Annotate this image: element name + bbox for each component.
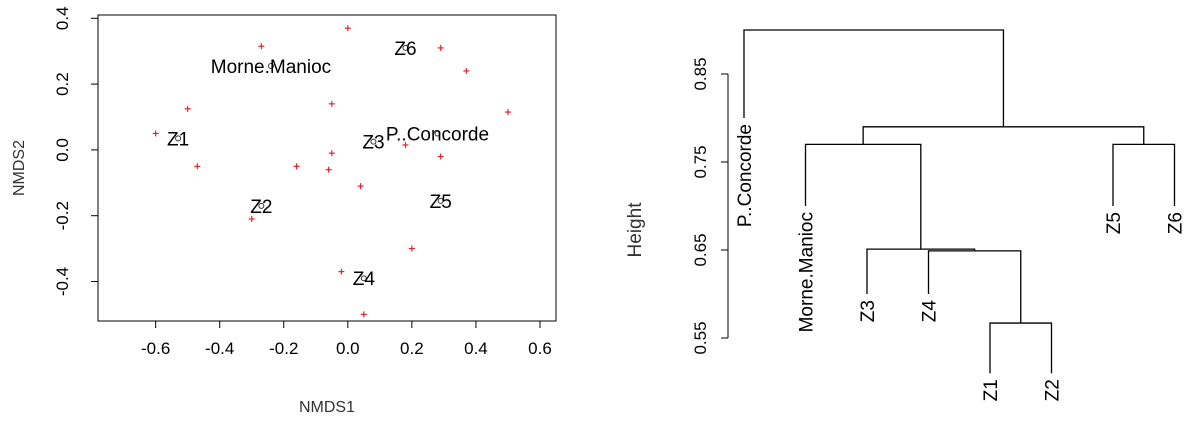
site-label: Z5 bbox=[430, 192, 452, 213]
species-point bbox=[505, 109, 511, 115]
species-point bbox=[329, 101, 335, 107]
species-point bbox=[438, 153, 444, 159]
dendrogram-leaf-label: Z1 bbox=[981, 379, 1002, 401]
dendrogram-branch bbox=[863, 127, 1144, 145]
dendrogram-y-tick-label: 0.65 bbox=[691, 233, 710, 266]
nmds-x-tick-label: 0.6 bbox=[528, 339, 552, 358]
species-point bbox=[294, 163, 300, 169]
species-points bbox=[153, 25, 511, 317]
species-point bbox=[338, 269, 344, 275]
dendrogram-leaf-label: Z2 bbox=[1043, 379, 1064, 401]
dendrogram-branch bbox=[806, 144, 921, 249]
dendrogram-branch bbox=[744, 30, 1003, 127]
dendrogram-branch bbox=[990, 323, 1052, 373]
dendrogram-leaf-label: Morne.Manioc bbox=[797, 212, 818, 332]
species-point bbox=[463, 68, 469, 74]
species-point bbox=[438, 45, 444, 51]
species-point bbox=[361, 311, 367, 317]
nmds-x-tick-label: -0.6 bbox=[141, 339, 170, 358]
nmds-x-tick-label: 0.2 bbox=[400, 339, 424, 358]
cluster-dendrogram: 0.55 0.65 0.75 0.85 P..Concorde Morne.Manioc… bbox=[625, 30, 1184, 401]
site-label: Z1 bbox=[167, 129, 189, 150]
dendrogram-leaf-label: Z5 bbox=[1104, 212, 1125, 234]
nmds-x-tick-label: 0.0 bbox=[336, 339, 360, 358]
dendrogram-leaf-label: P..Concorde bbox=[735, 124, 756, 227]
nmds-x-tick-label: 0.4 bbox=[464, 339, 488, 358]
species-point bbox=[194, 163, 200, 169]
species-point bbox=[345, 25, 351, 31]
species-point bbox=[153, 130, 159, 136]
dendrogram-y-axis: 0.55 0.65 0.75 0.85 bbox=[691, 57, 728, 354]
dendrogram-y-tick-label: 0.55 bbox=[691, 321, 710, 354]
site-label: Morne.Manioc bbox=[211, 57, 331, 78]
species-point bbox=[329, 150, 335, 156]
nmds-y-tick-label: 0.2 bbox=[53, 72, 72, 96]
dendrogram-y-tick-label: 0.85 bbox=[691, 57, 710, 90]
nmds-y-tick-label: -0.4 bbox=[53, 267, 72, 296]
dendrogram-branch bbox=[1113, 144, 1175, 206]
species-point bbox=[358, 183, 364, 189]
dendrogram-y-axis-title: Height bbox=[625, 202, 646, 258]
dendrogram-leaf-labels: P..Concorde Morne.Manioc Z3 Z4 Z1 Z2 Z5 Z6 bbox=[735, 124, 1184, 401]
dendrogram-leaf-label: Z3 bbox=[858, 300, 879, 322]
nmds-y-tick-label: 0.0 bbox=[53, 138, 72, 162]
site-points: Morne.Manioc Z6 P..Concorde Z1 Z3 Z2 Z5 Z4 bbox=[167, 39, 489, 290]
nmds-ordination-plot: -0.6 -0.4 -0.2 0.0 0.2 0.4 0.6 -0.4 -0.2 0.0 0.2 0… bbox=[11, 6, 556, 416]
site-label: Z6 bbox=[394, 39, 416, 60]
site-label: Z4 bbox=[353, 269, 376, 290]
nmds-y-tick-label: 0.4 bbox=[53, 6, 72, 30]
dendrogram-leaf-label: Z6 bbox=[1166, 212, 1184, 234]
dendrogram-branch bbox=[929, 251, 1021, 323]
dendrogram-y-tick-label: 0.75 bbox=[691, 145, 710, 178]
nmds-x-tick-label: -0.2 bbox=[269, 339, 298, 358]
nmds-y-tick-label: -0.2 bbox=[53, 201, 72, 230]
species-point bbox=[185, 106, 191, 112]
nmds-x-tick-label: -0.4 bbox=[205, 339, 234, 358]
nmds-y-axis-title: NMDS2 bbox=[11, 140, 28, 196]
species-point bbox=[258, 43, 264, 49]
nmds-x-axis: -0.6 -0.4 -0.2 0.0 0.2 0.4 0.6 bbox=[141, 321, 552, 358]
site-label: Z3 bbox=[362, 133, 384, 154]
dendrogram-leaf-label: Z4 bbox=[920, 300, 941, 323]
nmds-x-axis-title: NMDS1 bbox=[299, 399, 355, 416]
species-point bbox=[409, 246, 415, 252]
site-label: P..Concorde bbox=[386, 124, 489, 145]
nmds-y-axis: -0.4 -0.2 0.0 0.2 0.4 bbox=[53, 6, 98, 296]
dendrogram-branch bbox=[867, 249, 975, 294]
species-point bbox=[326, 167, 332, 173]
site-label: Z2 bbox=[250, 197, 272, 218]
